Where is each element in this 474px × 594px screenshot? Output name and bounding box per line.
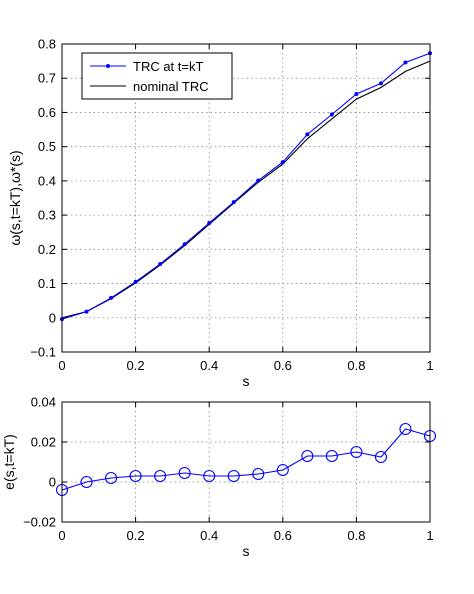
chart-1-x-tick-label: 0.2 (127, 358, 145, 373)
chart-2-y-tick-label: −0.02 (23, 515, 56, 530)
chart-2-y-tick-label: 0.02 (31, 435, 56, 450)
chart-2-series-1-point (129, 469, 142, 483)
chart-2-series-1-point (350, 445, 363, 459)
chart-2-series-1-point (227, 469, 240, 483)
chart-1-series-1-point (207, 220, 212, 225)
chart-1-series-group (60, 51, 432, 322)
chart-2-x-tick-label: 0.8 (347, 528, 365, 543)
chart-2-series-1-point (105, 471, 118, 485)
chart-1-y-tick-label: 0.6 (38, 105, 56, 120)
chart-2-series-1-point (178, 466, 191, 480)
chart-2-series-1-point (154, 469, 167, 483)
chart-1-y-tick-label: 0.8 (38, 37, 56, 52)
chart-1-series-1-point (133, 279, 138, 284)
chart-1-y-tick-label: 0.4 (38, 173, 56, 188)
chart-2-series-1-point (399, 422, 412, 436)
chart-2-series-group (55, 422, 437, 497)
chart-2-axes-frame (61, 401, 431, 523)
chart-1-series-1-point (403, 60, 408, 65)
chart-1-legend-label-1: TRC at t=kT (133, 59, 203, 74)
chart-2-y-tick-label: 0 (49, 475, 56, 490)
chart-2-x-tick-label: 0.6 (274, 528, 292, 543)
chart-2-series-1-line (61, 428, 431, 491)
chart-1-y-tick-label: 0.5 (38, 139, 56, 154)
chart-1-series-1-point (231, 200, 236, 205)
chart-1-y-tick-label: 0.2 (38, 242, 56, 257)
chart-2-x-axis-label: s (243, 543, 250, 559)
chart-1-y-tick-label: 0.3 (38, 208, 56, 223)
chart-2-y-tick-label: 0.04 (31, 395, 56, 410)
chart-1-x-tick-label: 0.4 (200, 358, 218, 373)
chart-1-series-1-point (158, 262, 163, 267)
chart-2-x-tick-label: 0 (58, 528, 65, 543)
chart-2-x-tick-label: 0.4 (200, 528, 218, 543)
chart-1-series-1-point (84, 309, 89, 314)
chart-2-x-tick-label: 0.2 (127, 528, 145, 543)
chart-2-plot-area (62, 402, 430, 522)
chart-1-x-tick-label: 0.8 (347, 358, 365, 373)
chart-1-legend-marker-1 (106, 64, 110, 68)
chart-2-series-1-point (374, 450, 387, 464)
chart-1-series-1-line (61, 52, 431, 320)
chart-2-series-1-point (301, 449, 314, 463)
chart-1-axes-frame (61, 43, 431, 353)
chart-1-y-axis-label: ω(s,t=kT),ω*(s) (7, 150, 23, 245)
chart-1-series-1-point (305, 132, 310, 137)
chart-1-series-1-point (256, 178, 261, 183)
chart-2-x-tick-label: 1 (426, 528, 433, 543)
chart-1-series-2-line (61, 60, 431, 319)
chart-1-series-1-point (378, 81, 383, 86)
chart-1-series-1-point (109, 295, 114, 300)
chart-1-x-axis-label: s (243, 373, 250, 389)
chart-2-y-axis-label: e(s,t=kT) (1, 434, 17, 490)
chart-1-y-tick-label: −0.1 (30, 345, 56, 360)
chart-1-x-tick-label: 1 (426, 358, 433, 373)
chart-1-series-1-point (329, 112, 334, 117)
chart-1-y-tick-label: 0.1 (38, 276, 56, 291)
chart-2-series-1-point (276, 463, 289, 477)
chart-1-x-tick-label: 0.6 (274, 358, 292, 373)
chart-1-y-tick-label: 0.7 (38, 71, 56, 86)
chart-2-series-1-point (203, 469, 216, 483)
chart-1-legend-label-2: nominal TRC (133, 79, 209, 94)
chart-2-series-1-point (325, 449, 338, 463)
chart-2-series-1-point (80, 475, 93, 489)
chart-1-series-1-point (280, 160, 285, 165)
chart-1-x-tick-label: 0 (58, 358, 65, 373)
chart-1-y-tick-label: 0 (49, 310, 56, 325)
chart-1-series-1-point (182, 242, 187, 247)
chart-1-legend (81, 52, 233, 100)
chart-2-series-1-point (252, 467, 265, 481)
chart-1-series-1-point (354, 91, 359, 96)
